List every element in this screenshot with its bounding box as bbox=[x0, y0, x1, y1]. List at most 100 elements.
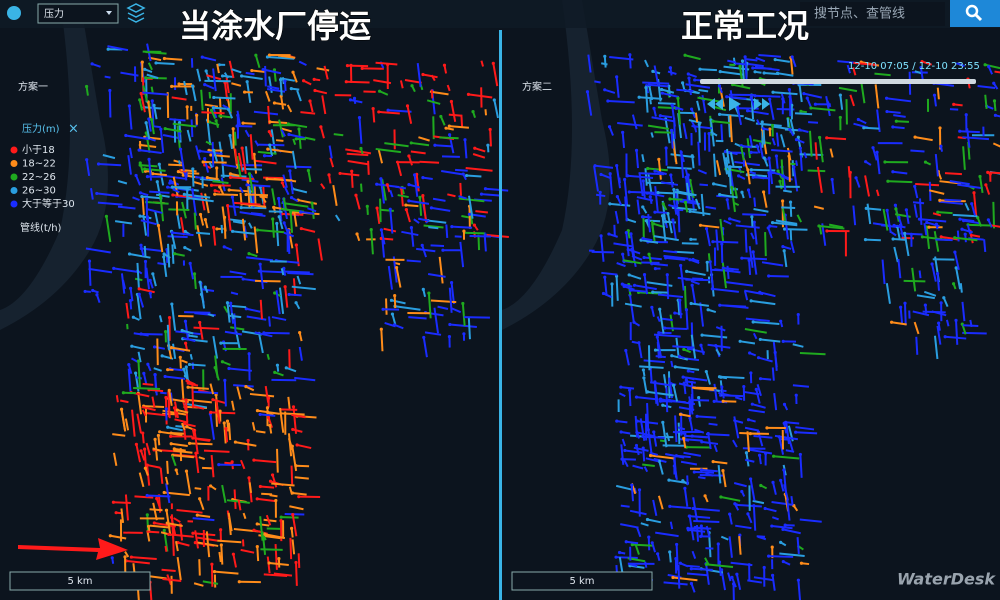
app-icon[interactable] bbox=[7, 6, 21, 20]
node bbox=[286, 122, 290, 126]
node bbox=[275, 221, 279, 226]
play-button[interactable] bbox=[729, 97, 741, 111]
pipe bbox=[167, 243, 171, 268]
node bbox=[395, 265, 399, 270]
pipe bbox=[826, 136, 847, 141]
layers-icon[interactable] bbox=[126, 3, 146, 23]
node bbox=[666, 211, 670, 216]
node bbox=[129, 555, 133, 559]
pipe bbox=[209, 121, 220, 127]
pipe bbox=[291, 150, 297, 169]
legend: 压力(m) × 管线(t/h) 小于1818~2222~2626~30大于等于3… bbox=[10, 122, 79, 234]
node bbox=[740, 59, 745, 63]
pipe bbox=[210, 454, 215, 478]
node bbox=[749, 371, 753, 375]
node bbox=[385, 183, 389, 187]
pipe bbox=[418, 217, 430, 222]
pipe bbox=[264, 90, 271, 102]
node bbox=[130, 344, 134, 348]
time-slider[interactable] bbox=[700, 79, 976, 84]
pipe bbox=[734, 62, 747, 66]
pipe bbox=[799, 454, 803, 478]
pipe bbox=[829, 148, 834, 158]
pipe bbox=[659, 439, 666, 443]
pipe bbox=[180, 422, 186, 431]
pipe bbox=[257, 522, 270, 527]
pipe bbox=[377, 148, 384, 164]
pipe bbox=[953, 251, 960, 271]
node bbox=[167, 388, 171, 392]
node bbox=[770, 221, 775, 225]
pipe bbox=[394, 305, 421, 311]
pipe bbox=[112, 433, 126, 437]
node bbox=[166, 185, 170, 189]
pipe bbox=[685, 182, 691, 201]
pipe bbox=[154, 374, 158, 396]
pipe bbox=[347, 160, 369, 166]
pipe bbox=[224, 461, 232, 465]
pipe bbox=[663, 581, 688, 586]
pipe bbox=[808, 121, 819, 124]
pipe bbox=[933, 95, 937, 107]
pipe bbox=[203, 449, 230, 453]
pipe bbox=[259, 264, 265, 290]
pipe bbox=[839, 95, 844, 110]
pipe bbox=[380, 229, 386, 245]
pipe bbox=[808, 130, 813, 157]
pipe bbox=[640, 239, 659, 244]
layer-dropdown[interactable] bbox=[37, 3, 119, 24]
node bbox=[690, 154, 694, 158]
node bbox=[461, 301, 465, 306]
rewind-button[interactable] bbox=[707, 98, 723, 110]
node bbox=[641, 236, 645, 241]
pipe bbox=[650, 132, 654, 138]
pipe bbox=[399, 80, 404, 89]
node bbox=[491, 61, 495, 65]
pipe bbox=[241, 206, 267, 210]
pipe bbox=[297, 553, 301, 568]
forward-button[interactable] bbox=[754, 98, 770, 110]
pipe bbox=[710, 130, 718, 137]
node bbox=[104, 214, 109, 218]
pipe bbox=[413, 174, 419, 197]
search-box[interactable] bbox=[800, 2, 945, 26]
pipe bbox=[720, 70, 744, 76]
node bbox=[226, 107, 231, 112]
node bbox=[266, 415, 271, 420]
pipe bbox=[430, 89, 434, 99]
node bbox=[788, 200, 793, 204]
node bbox=[754, 175, 758, 179]
pipe bbox=[768, 158, 774, 185]
pipe bbox=[945, 319, 950, 327]
search-button[interactable] bbox=[950, 0, 1000, 27]
node bbox=[150, 118, 154, 122]
node bbox=[640, 215, 645, 219]
pipe bbox=[630, 484, 634, 502]
pipe bbox=[961, 228, 973, 234]
pipe bbox=[300, 211, 315, 215]
pipe bbox=[780, 159, 785, 187]
pipe bbox=[475, 210, 488, 214]
pipe bbox=[799, 518, 822, 523]
node bbox=[634, 443, 639, 448]
node bbox=[350, 169, 354, 173]
legend-close[interactable]: × bbox=[68, 122, 79, 137]
legend-swatch bbox=[10, 146, 18, 154]
pipe bbox=[646, 403, 650, 430]
pipe bbox=[647, 167, 668, 172]
pipe bbox=[745, 317, 770, 322]
pipe bbox=[624, 196, 628, 222]
pipe bbox=[649, 98, 652, 105]
node bbox=[180, 328, 184, 333]
pipe bbox=[147, 101, 152, 119]
pipe bbox=[191, 85, 197, 102]
pipe bbox=[694, 112, 699, 123]
pipe bbox=[775, 132, 780, 147]
node bbox=[663, 326, 667, 330]
pipe bbox=[634, 544, 640, 555]
pipe bbox=[636, 196, 654, 202]
pipe bbox=[893, 246, 899, 263]
pipe bbox=[124, 494, 129, 521]
pipe bbox=[783, 483, 790, 501]
node bbox=[725, 198, 729, 202]
